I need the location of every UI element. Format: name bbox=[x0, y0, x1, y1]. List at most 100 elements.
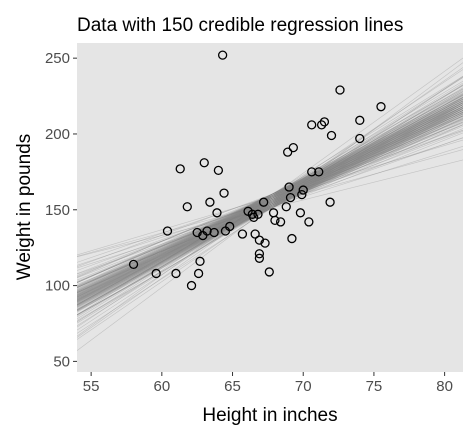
data-point bbox=[219, 188, 229, 198]
regression-line bbox=[77, 108, 463, 287]
data-point bbox=[237, 229, 248, 239]
regression-line bbox=[77, 95, 463, 296]
regression-line bbox=[77, 104, 463, 303]
regression-line bbox=[77, 129, 463, 263]
regression-line bbox=[77, 62, 463, 351]
data-point bbox=[195, 256, 205, 266]
x-axis-label: Height in inches bbox=[202, 405, 337, 426]
regression-line bbox=[77, 106, 463, 301]
regression-line bbox=[77, 104, 463, 305]
data-point bbox=[209, 227, 219, 238]
data-point bbox=[192, 227, 202, 238]
regression-line bbox=[77, 100, 463, 304]
regression-line bbox=[77, 108, 463, 291]
regression-line bbox=[77, 102, 463, 294]
regression-line bbox=[77, 100, 463, 307]
regression-line bbox=[77, 109, 463, 295]
data-point bbox=[186, 280, 197, 291]
regression-line bbox=[77, 111, 463, 295]
data-point bbox=[128, 259, 139, 270]
regression-line bbox=[77, 76, 463, 340]
regression-line bbox=[77, 96, 463, 302]
regression-line bbox=[77, 102, 463, 305]
regression-line bbox=[77, 99, 463, 311]
regression-line bbox=[77, 87, 463, 318]
regression-line bbox=[77, 90, 463, 301]
data-point bbox=[202, 226, 212, 236]
regression-line bbox=[77, 95, 463, 306]
x-tick-label: 60 bbox=[153, 378, 170, 395]
data-point bbox=[225, 221, 235, 232]
regression-line bbox=[77, 85, 463, 306]
regression-line bbox=[77, 89, 463, 324]
data-point bbox=[199, 158, 209, 168]
regression-line bbox=[77, 159, 463, 258]
regression-line bbox=[77, 98, 463, 292]
regression-line bbox=[77, 103, 463, 312]
regression-line bbox=[77, 124, 463, 274]
data-point bbox=[297, 189, 307, 200]
regression-line bbox=[77, 99, 463, 297]
data-point bbox=[151, 268, 161, 279]
regression-line bbox=[77, 119, 463, 293]
regression-line bbox=[77, 109, 463, 283]
regression-line bbox=[77, 137, 463, 266]
regression-line bbox=[77, 98, 463, 295]
regression-line bbox=[77, 107, 463, 294]
regression-line bbox=[77, 107, 463, 297]
regression-line bbox=[77, 106, 463, 293]
regression-line bbox=[77, 102, 463, 302]
y-axis-label: Weight in pounds bbox=[14, 134, 35, 280]
regression-line bbox=[77, 92, 463, 301]
regression-line bbox=[77, 88, 463, 305]
regression-line bbox=[77, 96, 463, 311]
regression-line bbox=[77, 106, 463, 312]
data-point bbox=[217, 50, 228, 60]
data-point bbox=[285, 192, 296, 203]
regression-line bbox=[77, 111, 463, 298]
data-point bbox=[162, 226, 173, 236]
y-tick-label: 50 bbox=[53, 353, 70, 370]
regression-line bbox=[77, 110, 463, 305]
data-point bbox=[355, 133, 365, 144]
regression-line bbox=[77, 115, 463, 303]
regression-line bbox=[77, 67, 463, 338]
regression-line bbox=[77, 97, 463, 299]
regression-line bbox=[77, 94, 463, 310]
regression-line bbox=[77, 84, 463, 334]
regression-line bbox=[77, 121, 463, 288]
regression-line bbox=[77, 101, 463, 311]
regression-line bbox=[77, 108, 463, 302]
data-point bbox=[314, 167, 324, 177]
regression-line bbox=[77, 118, 463, 283]
regression-line bbox=[77, 93, 463, 322]
regression-line bbox=[77, 110, 463, 292]
regression-line bbox=[77, 113, 463, 305]
regression-line bbox=[77, 97, 463, 321]
regression-line bbox=[77, 57, 463, 337]
regression-line bbox=[77, 100, 463, 293]
regression-line bbox=[77, 113, 463, 288]
data-point bbox=[254, 249, 265, 259]
regression-line bbox=[77, 106, 463, 287]
regression-line bbox=[77, 109, 463, 300]
regression-lines bbox=[77, 57, 463, 351]
regression-line bbox=[77, 84, 463, 312]
data-point bbox=[193, 268, 204, 279]
regression-line bbox=[77, 108, 463, 304]
regression-line bbox=[77, 88, 463, 311]
y-axis: 50 100 150 200 250 bbox=[45, 50, 77, 370]
regression-line bbox=[77, 112, 463, 292]
data-point bbox=[316, 120, 327, 130]
regression-line bbox=[77, 115, 463, 289]
regression-line bbox=[77, 100, 463, 296]
x-tick-label: 65 bbox=[224, 378, 241, 395]
plot-panel bbox=[77, 43, 463, 372]
regression-line bbox=[77, 149, 463, 257]
regression-line bbox=[77, 106, 463, 290]
regression-line bbox=[77, 118, 463, 289]
data-point bbox=[325, 197, 335, 207]
regression-line bbox=[77, 104, 463, 300]
regression-line bbox=[77, 113, 463, 299]
